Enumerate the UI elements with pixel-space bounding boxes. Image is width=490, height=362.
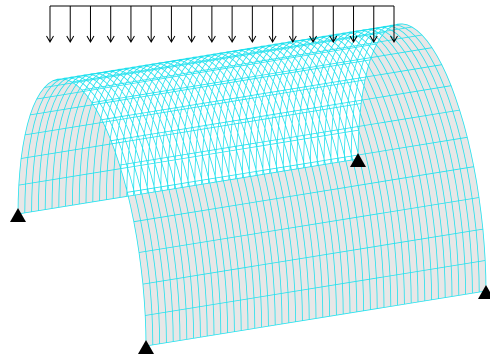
distributed-load: [46, 5, 398, 43]
mesh-line-arch: [99, 65, 228, 333]
mesh-line-arch: [44, 74, 174, 342]
load-arrow-head: [248, 35, 257, 43]
mesh-line-arch: [357, 23, 487, 292]
mesh-line-arch: [344, 25, 473, 294]
mesh-line-arch: [72, 69, 201, 338]
mesh-line-arch: [146, 57, 276, 326]
mesh-line-arch: [58, 71, 188, 340]
mesh-line-arch: [85, 67, 215, 336]
mesh-line-arch: [214, 46, 344, 315]
mesh-line-arch: [337, 26, 466, 295]
mesh-line-arch: [112, 63, 242, 331]
mesh-line-arch: [31, 76, 160, 344]
mesh-line-arch: [255, 39, 385, 308]
mesh-line-arch: [187, 50, 317, 319]
mesh-line-arch: [228, 44, 358, 312]
mesh-line-arch: [174, 53, 303, 321]
load-arrow-head: [167, 35, 176, 43]
load-arrow-head: [187, 35, 196, 43]
mesh-line-arch: [242, 42, 371, 310]
mesh-line-arch: [160, 55, 290, 323]
load-arrow-head: [147, 35, 156, 43]
support-front-right-icon: [138, 340, 154, 354]
mesh-line-arch: [167, 54, 296, 322]
mesh-line-arch: [269, 37, 398, 306]
mesh-line-arch: [221, 45, 351, 314]
mesh-line-arch: [24, 77, 154, 345]
mesh-line-arch: [289, 34, 419, 303]
load-arrow-head: [127, 35, 135, 43]
load-arrow-head: [268, 35, 277, 43]
load-arrow-head: [46, 35, 54, 43]
fe-mesh: [17, 23, 487, 347]
mesh-line-arch: [310, 31, 439, 299]
load-arrow-head: [207, 35, 216, 43]
mesh-line-arch: [92, 66, 222, 334]
mesh-line-arch: [296, 33, 426, 301]
mesh-line-arch: [180, 52, 310, 320]
mesh-line-arch: [126, 60, 256, 329]
load-arrow-head: [309, 35, 317, 43]
mesh-line-arch: [262, 38, 392, 307]
load-arrow-head: [228, 35, 237, 43]
mesh-line-arch: [17, 78, 147, 347]
support-back-left-icon: [350, 153, 366, 167]
mesh-line-arch: [78, 68, 208, 337]
mesh-line-arch: [303, 32, 432, 300]
mesh-line-arch: [248, 41, 378, 309]
load-arrow-head: [86, 35, 95, 43]
mesh-line-arch: [38, 75, 167, 343]
mesh-line-arch: [350, 24, 480, 293]
mesh-line-arch: [208, 47, 337, 316]
mesh-line-arch: [282, 35, 412, 304]
mesh-line-arch: [194, 49, 324, 318]
load-arrow-head: [369, 35, 378, 43]
mesh-line-arch: [106, 64, 235, 332]
mesh-line-arch: [323, 28, 453, 297]
mesh-line-arch: [133, 59, 262, 328]
load-arrow-head: [390, 35, 398, 43]
support-front-left-icon: [10, 208, 26, 222]
load-arrow-head: [349, 35, 358, 43]
load-arrow-head: [288, 35, 297, 43]
mesh-line-arch: [51, 72, 181, 341]
mesh-line-arch: [201, 48, 330, 317]
supports: [10, 153, 490, 354]
load-arrow-head: [329, 35, 338, 43]
mesh-line-arch: [276, 36, 405, 305]
load-arrow-head: [106, 35, 115, 43]
mesh-line-arch: [65, 70, 194, 339]
support-back-right-icon: [478, 285, 490, 299]
mesh-line-arch: [235, 43, 364, 311]
mesh-line-arch: [153, 56, 283, 325]
mesh-line-arch: [330, 27, 460, 296]
mesh-line-arch: [316, 30, 446, 298]
load-arrow-head: [66, 35, 75, 43]
mesh-line-arch: [140, 58, 269, 327]
mesh-line-arch: [119, 61, 249, 330]
